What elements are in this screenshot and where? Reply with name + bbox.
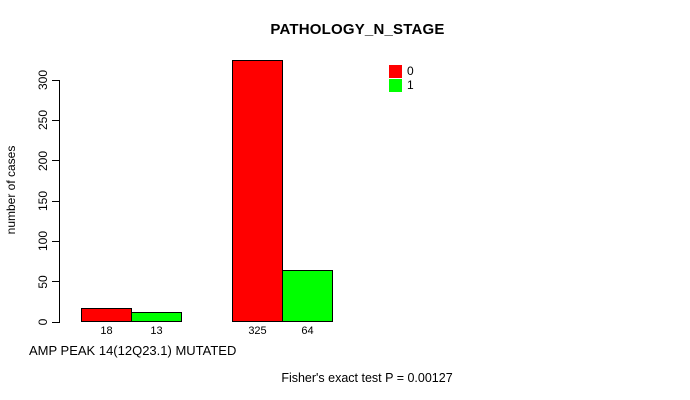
y-tick-mark	[52, 200, 60, 202]
chart-title: PATHOLOGY_N_STAGE	[270, 21, 445, 38]
legend-label: 1	[407, 77, 414, 92]
y-tick-label: 250	[36, 110, 50, 131]
x-axis-title: AMP PEAK 14(12Q23.1) MUTATED	[29, 343, 237, 358]
y-tick-mark	[52, 119, 60, 121]
fisher-test-annotation: Fisher's exact test P = 0.00127	[281, 371, 453, 385]
y-tick-mark	[52, 281, 60, 283]
y-tick-mark	[52, 321, 60, 323]
bar-series-0	[81, 307, 132, 322]
y-axis-line	[59, 80, 60, 323]
bar-series-1	[282, 270, 333, 322]
legend-item: 1	[389, 78, 414, 92]
bar-series-1	[131, 311, 182, 322]
bar-count-label: 325	[248, 325, 267, 337]
y-tick-label: 200	[36, 150, 50, 171]
y-tick-label: 300	[36, 69, 50, 91]
bar-count-label: 64	[301, 325, 314, 337]
bar-count-label: 13	[150, 325, 163, 337]
bar-series-0	[232, 59, 283, 322]
legend-label: 0	[407, 63, 414, 78]
y-tick-mark	[52, 160, 60, 162]
y-tick-label: 100	[36, 231, 50, 252]
y-tick-label: 0	[36, 318, 50, 326]
legend-swatch-icon	[389, 64, 402, 78]
bar-count-label: 18	[100, 325, 113, 337]
y-axis-title: number of cases	[4, 145, 18, 235]
legend-swatch-icon	[389, 78, 402, 92]
y-tick-mark	[52, 240, 60, 242]
y-tick-label: 150	[36, 190, 50, 212]
y-tick-label: 50	[36, 274, 50, 289]
legend-item: 0	[389, 64, 414, 78]
y-tick-mark	[52, 79, 60, 81]
